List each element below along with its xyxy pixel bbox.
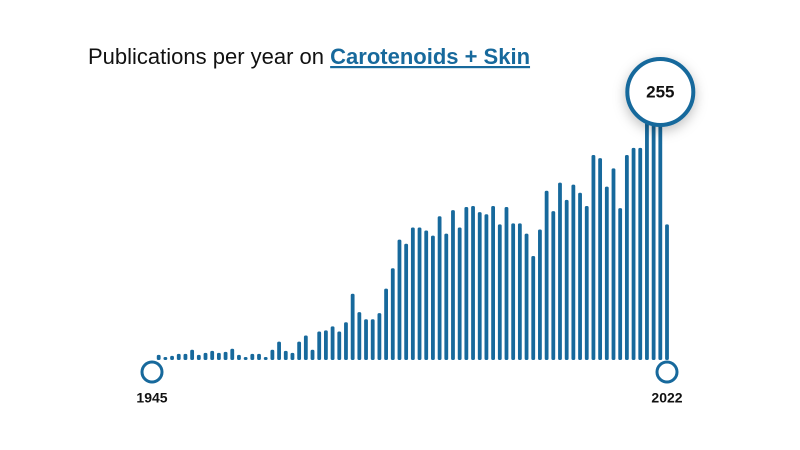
bars [156,100,669,361]
bar [618,208,623,360]
highlight-circle [625,57,696,127]
bar [257,353,261,360]
bar [223,351,228,360]
bar [390,268,395,360]
bar [357,312,362,360]
bar [330,326,335,360]
bar [404,243,409,360]
bar [437,216,442,360]
overlay: 1945 2022 255 [136,57,696,406]
bar [277,341,281,360]
bar [196,354,201,360]
bar [210,350,215,360]
bar [176,353,181,360]
bar [424,230,429,360]
bar [237,354,241,360]
title-link[interactable]: Carotenoids + Skin [330,44,530,69]
x-tick-marker [655,360,679,384]
bar [464,207,469,360]
bar [350,293,355,360]
bar [631,147,636,360]
bar [323,330,328,360]
bar [457,227,462,360]
bar [243,356,248,360]
bar [163,356,168,360]
bar [504,207,509,360]
bar [410,227,415,360]
bar [216,352,221,360]
bar [190,349,195,360]
bar [431,235,435,360]
bar [665,224,669,360]
bar [658,100,663,360]
bar [571,184,576,360]
highlight-label: 255 [646,82,674,101]
x-tick-label: 2022 [651,390,682,406]
bar [564,199,569,360]
bar [303,335,308,360]
bar [558,182,562,360]
bar [310,349,315,360]
bar [651,115,656,360]
bar [170,355,174,360]
bar [344,322,348,360]
bar [270,349,275,360]
bar [584,206,589,360]
bar [283,350,288,360]
bar [604,186,609,360]
bar [638,147,643,360]
bar [531,256,536,360]
bar [517,223,522,360]
bar [591,155,596,360]
bar [624,155,629,360]
bar [364,319,368,360]
bar [538,229,542,360]
bar [611,168,616,360]
bar [377,313,382,360]
bar [397,239,402,360]
bar [484,214,489,360]
bar [417,227,422,360]
x-tick-marker [140,360,164,384]
bar [203,352,208,360]
bar [317,331,322,360]
bar [524,233,529,360]
bar [544,190,549,360]
bar [477,212,482,360]
bar [263,356,268,360]
x-tick-label: 1945 [136,390,167,406]
bar [511,223,516,360]
bar [384,288,388,360]
bar [598,158,603,360]
bar [551,211,556,360]
bar [230,348,235,360]
bar [578,192,582,360]
bar [250,353,255,360]
bar [183,353,188,360]
bar [491,206,496,360]
chart-title: Publications per year on Carotenoids + S… [88,44,530,69]
bar [297,341,302,360]
bar [444,233,449,360]
bar [370,319,375,360]
bar [337,331,342,360]
title-text: Publications per year on [88,44,330,69]
bar [290,352,295,360]
bar [497,224,502,360]
bar [645,120,649,361]
bar [156,354,161,360]
bar [451,210,455,360]
bar [471,206,475,360]
